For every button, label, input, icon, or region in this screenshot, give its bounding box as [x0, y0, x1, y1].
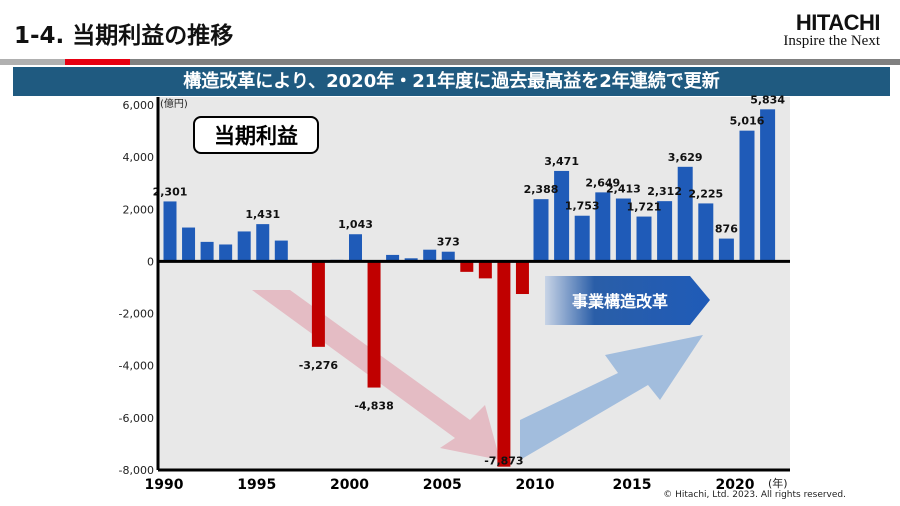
- bar-2017: [677, 166, 693, 262]
- bar-2003: [404, 258, 418, 262]
- bar-2014: [615, 198, 631, 262]
- x-tick-label: 2015: [613, 477, 652, 493]
- y-tick-label: -6,000: [119, 412, 154, 425]
- x-tick-label: 2010: [516, 477, 555, 493]
- bar-2000: [349, 234, 362, 262]
- headline-banner: 構造改革により、2020年・21年度に過去最高益を2年連続で更新: [13, 67, 890, 96]
- data-label-2013: 2,649: [585, 176, 620, 189]
- y-tick-label: -8,000: [119, 464, 154, 477]
- y-tick-label: -4,000: [119, 360, 154, 373]
- bar-2016: [657, 201, 673, 262]
- bar-2015: [636, 216, 652, 262]
- bar-1993: [219, 244, 233, 262]
- bar-2013: [595, 192, 611, 262]
- data-label-2001: -4,838: [354, 400, 393, 413]
- data-label-2011: 3,471: [544, 155, 579, 168]
- data-label-2017: 3,629: [668, 151, 703, 164]
- bar-2012: [574, 215, 590, 262]
- y-tick-label: -2,000: [119, 308, 154, 321]
- bar-1990: [163, 201, 177, 262]
- data-label-1990: 2,301: [153, 185, 188, 198]
- header-divider: [0, 59, 900, 65]
- recovery-arrow: [520, 335, 703, 460]
- x-tick-label: 1990: [145, 477, 184, 493]
- x-tick-label: 2005: [423, 477, 462, 493]
- y-tick-label: 2,000: [123, 203, 155, 216]
- y-tick-label: 4,000: [123, 151, 155, 164]
- bar-2019: [718, 238, 734, 262]
- bar-2008: [497, 261, 511, 467]
- x-unit-label: (年): [768, 476, 788, 490]
- bar-2002: [386, 254, 400, 262]
- chart-title-box: [193, 116, 319, 154]
- bar-1994: [237, 231, 251, 262]
- data-label-2020: 5,016: [730, 115, 765, 128]
- bar-1998: [311, 261, 325, 347]
- bar-2018: [698, 203, 714, 262]
- x-tick-label: 2020: [716, 477, 755, 493]
- x-tick-label: 2000: [330, 477, 369, 493]
- bar-2007: [478, 261, 492, 279]
- y-tick-label: 6,000: [123, 99, 155, 112]
- bar-1992: [200, 241, 214, 262]
- chart-title: 当期利益: [214, 124, 298, 148]
- bar-2009: [515, 261, 529, 295]
- data-label-2000: 1,043: [338, 218, 373, 231]
- data-label-2012: 1,753: [565, 200, 600, 213]
- page-title: 1-4. 当期利益の推移: [14, 23, 234, 49]
- bar-2010: [533, 199, 549, 262]
- x-tick-label: 1995: [237, 477, 276, 493]
- hitachi-logo: HITACHI Inspire the Next: [783, 10, 880, 50]
- bar-1995: [256, 224, 270, 262]
- bar-2011: [554, 170, 570, 262]
- data-label-2016: 2,312: [647, 185, 682, 198]
- data-label-2008: -7,873: [484, 455, 523, 468]
- data-label-2015: 1,721: [627, 201, 662, 214]
- bar-2005: [441, 251, 455, 262]
- data-label-2005: 373: [437, 236, 460, 249]
- data-label-1995: 1,431: [245, 208, 280, 221]
- copyright: © Hitachi, Ltd. 2023. All rights reserve…: [663, 490, 846, 500]
- bar-2001: [367, 261, 381, 388]
- data-label-1998: -3,276: [299, 359, 339, 372]
- data-label-2010: 2,388: [524, 183, 559, 196]
- y-tick-label: 0: [147, 255, 154, 268]
- bar-2006: [460, 261, 474, 272]
- logo-brand: HITACHI: [795, 10, 881, 35]
- bar-1991: [182, 227, 196, 262]
- data-label-2021: 5,834: [750, 93, 785, 106]
- y-unit-label: (億円): [160, 97, 188, 110]
- bar-2020: [739, 130, 755, 262]
- restructuring-arrow: [545, 276, 710, 325]
- restructuring-label: 事業構造改革: [572, 292, 668, 311]
- logo-tagline: Inspire the Next: [783, 33, 880, 49]
- data-label-2018: 2,225: [688, 187, 723, 200]
- bar-1996: [274, 240, 288, 262]
- bar-2021: [760, 109, 776, 262]
- bar-2004: [423, 249, 437, 262]
- data-label-2014: 2,413: [606, 183, 641, 196]
- data-label-2019: 876: [715, 223, 738, 236]
